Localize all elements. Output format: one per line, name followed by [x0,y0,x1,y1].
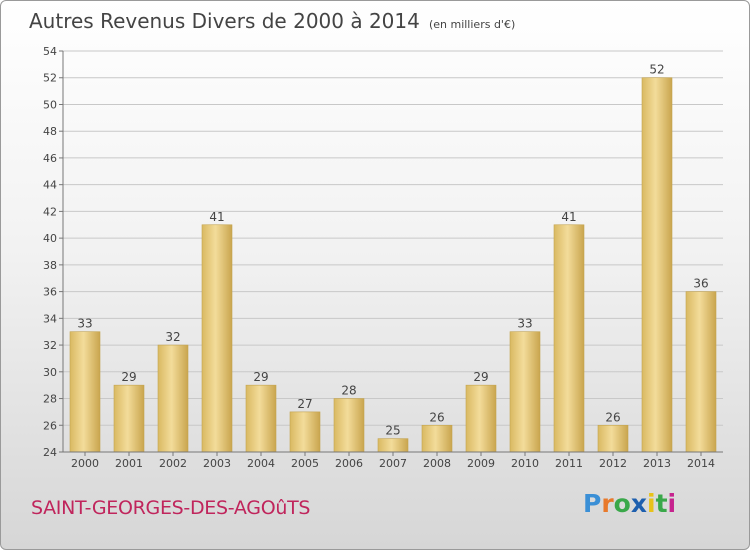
bar-2002 [157,344,189,453]
y-tick-label: 28 [43,393,57,406]
bar-2006 [333,398,365,453]
value-label: 29 [253,370,268,384]
bar-2013 [641,77,673,453]
x-tick-label: 2001 [115,457,143,470]
y-tick-label: 54 [43,45,57,58]
logo-letter: x [630,489,647,518]
commune-name: SAINT-GEORGES-DES-AGOûTS [31,497,311,519]
bar-2005 [289,411,321,453]
value-label: 36 [693,277,708,291]
y-tick-label: 48 [43,125,57,138]
value-label: 26 [429,410,444,424]
value-label: 41 [209,210,224,224]
chart-title: Autres Revenus Divers de 2000 à 2014 [29,9,420,33]
x-tick-label: 2011 [555,457,583,470]
value-label: 41 [561,210,576,224]
value-label: 27 [297,397,312,411]
x-tick-label: 2004 [247,457,275,470]
y-tick-label: 44 [43,179,57,192]
x-tick-label: 2008 [423,457,451,470]
x-tick-label: 2012 [599,457,627,470]
bar-2009 [465,384,497,453]
value-label: 33 [517,317,532,331]
bar-2001 [113,384,145,453]
title-block: Autres Revenus Divers de 2000 à 2014 (en… [29,9,515,33]
y-tick-label: 34 [43,312,57,325]
logo-letter: i [667,489,677,518]
value-label: 29 [473,370,488,384]
bar-2010 [509,331,541,453]
value-label: 52 [649,63,664,77]
x-tick-label: 2002 [159,457,187,470]
logo-letter: t [655,489,668,518]
bar-2004 [245,384,277,453]
x-tick-label: 2005 [291,457,319,470]
y-tick-label: 52 [43,72,57,85]
x-tick-label: 2007 [379,457,407,470]
value-label: 29 [121,370,136,384]
bar-2003 [201,224,233,453]
x-tick-label: 2010 [511,457,539,470]
y-tick-label: 40 [43,232,57,245]
y-tick-label: 26 [43,419,57,432]
bar-2000 [69,331,101,453]
y-tick-label: 46 [43,152,57,165]
value-label: 26 [605,410,620,424]
y-tick-label: 32 [43,339,57,352]
value-label: 28 [341,384,356,398]
bar-2007 [377,438,409,453]
x-tick-label: 2003 [203,457,231,470]
y-tick-label: 36 [43,286,57,299]
logo-letter: o [613,489,631,518]
logo-letter: i [647,489,656,518]
value-label: 25 [385,424,400,438]
x-tick-label: 2014 [687,457,715,470]
y-tick-label: 42 [43,205,57,218]
bar-2008 [421,424,453,453]
bar-2011 [553,224,585,453]
logo-letter: P [583,489,602,518]
value-label: 33 [77,317,92,331]
chart-subtitle: (en milliers d'€) [428,18,516,31]
y-tick-label: 38 [43,259,57,272]
bar-2012 [597,424,629,453]
x-tick-label: 2000 [71,457,99,470]
x-tick-label: 2006 [335,457,363,470]
value-label: 32 [165,330,180,344]
y-tick-label: 24 [43,446,57,459]
y-tick-label: 50 [43,98,57,111]
bar-2014 [685,291,717,453]
logo-letter: r [601,489,614,518]
y-tick-label: 30 [43,366,57,379]
x-tick-label: 2009 [467,457,495,470]
x-tick-label: 2013 [643,457,671,470]
proxiti-logo: Proxiti [583,489,676,518]
